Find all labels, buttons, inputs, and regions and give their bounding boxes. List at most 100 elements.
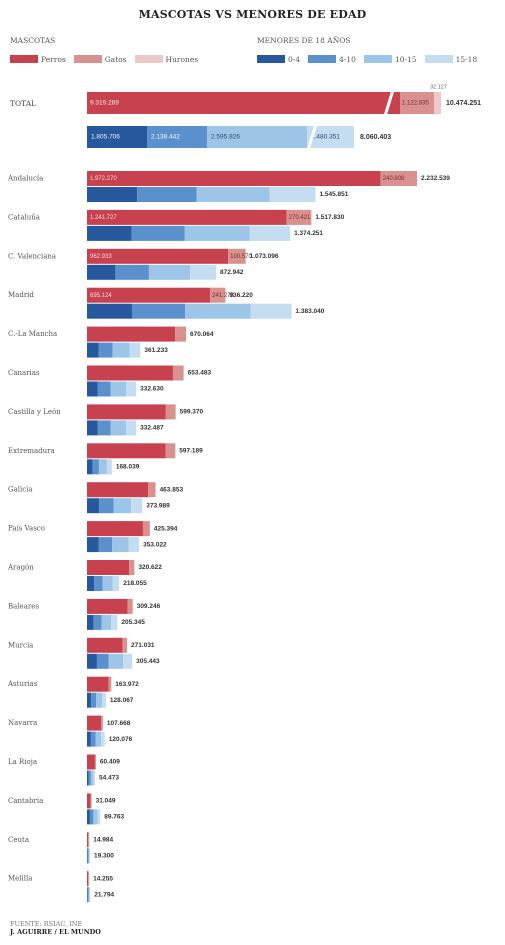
legend-label-gatos: Gatos xyxy=(104,54,127,64)
bar-15-18-canarias xyxy=(126,381,137,397)
row-label-cataluna: Cataluña xyxy=(8,213,40,221)
bar-4-10-ceuta xyxy=(87,848,89,864)
bar-4-10-pais-vasco xyxy=(98,537,113,553)
bar-gatos-andalucia xyxy=(380,171,417,186)
legend-swatch-10-15 xyxy=(363,55,392,63)
bar-4-10-aragon xyxy=(94,576,103,591)
legend-swatch-4-10 xyxy=(308,55,337,63)
bar-perros-canarias xyxy=(87,365,173,381)
value-pets-asturias: 163.972 xyxy=(115,681,139,688)
legend-item-gatos: Gatos xyxy=(73,54,127,64)
value-perros-madrid: 695.124 xyxy=(90,293,112,299)
bar-10-15-navarra xyxy=(95,731,102,747)
value-total-minors: 8.060.403 xyxy=(360,134,391,141)
legend-label-15-18: 15-18 xyxy=(455,54,478,64)
bar-perros-galicia xyxy=(87,482,149,498)
value-minors-murcia: 305.443 xyxy=(136,658,160,665)
bar-10-15-melilla xyxy=(88,887,90,903)
legend-item-hurones: Hurones xyxy=(134,54,199,64)
bar-gatos-extremadura xyxy=(165,443,176,459)
bar-gatos-c-la-mancha xyxy=(175,326,187,342)
value-pets-madrid: 936.220 xyxy=(229,292,253,299)
row-label-galicia: Galicia xyxy=(8,486,33,494)
legend-item-4-10: 4-10 xyxy=(308,55,356,64)
bar-0-4-asturias xyxy=(87,692,92,708)
value-minors-navarra: 120.076 xyxy=(109,736,133,743)
value-pets-baleares: 309.246 xyxy=(137,603,161,610)
bar-perros-madrid xyxy=(87,287,211,303)
value-total-perros: 9.319.289 xyxy=(90,100,119,107)
bar-4-10-extremadura xyxy=(92,459,99,475)
legend-item-0-4: 0-4 xyxy=(257,55,300,64)
legend-label-4-10: 4-10 xyxy=(339,54,356,64)
bar-4-10-melilla xyxy=(87,887,89,903)
value-minors-galicia: 373.989 xyxy=(146,502,170,509)
value-minors-aragon: 218.055 xyxy=(123,580,147,587)
value-minors-c-la-mancha: 361.233 xyxy=(144,347,168,354)
bar-10-15-aragon xyxy=(102,576,113,591)
row-label-navarra: Navarra xyxy=(8,719,37,727)
bar-0-4-c-valenciana xyxy=(87,264,116,280)
legend-item-10-15: 10-15 xyxy=(363,55,417,64)
bar-15-18-ceuta xyxy=(89,848,90,864)
bar-15-18-extremadura xyxy=(106,459,112,475)
value-minors-cantabria: 89.763 xyxy=(104,814,124,821)
value-pets-murcia: 271.031 xyxy=(131,642,155,649)
bar-0-4-melilla xyxy=(87,887,88,903)
row-label-total: TOTAL xyxy=(10,99,36,108)
value-pets-melilla: 14.255 xyxy=(93,875,113,882)
legend-swatch-gatos xyxy=(73,55,102,63)
source-note: FUENTE: RSIAC, INE xyxy=(10,920,83,928)
bar-0-4-castilla-y-leon xyxy=(87,420,98,436)
bar-perros-aragon xyxy=(87,560,130,575)
legend-label-perros: Perros xyxy=(41,54,66,64)
bar-4-10-andalucia xyxy=(137,187,197,202)
value-pets-c-valenciana: 1.073.096 xyxy=(250,253,279,260)
chart-title: MASCOTAS VS MENORES DE EDAD xyxy=(138,8,367,21)
value-minors-melilla: 21.794 xyxy=(94,891,114,898)
row-label-extremadura: Extremadura xyxy=(8,447,55,455)
value-pets-ceuta: 14.984 xyxy=(93,837,113,844)
legend-item-15-18: 15-18 xyxy=(424,54,478,64)
row-label-asturias: Asturias xyxy=(7,680,38,688)
value-total-gatos: 1.122.835 xyxy=(402,101,429,107)
bar-0-4-pais-vasco xyxy=(87,537,99,553)
value-total-15-18: 1.480.351 xyxy=(311,134,340,141)
legend-swatch-hurones xyxy=(134,55,163,63)
bar-10-15-baleares xyxy=(101,614,112,630)
value-total-hurones: 32.127 xyxy=(430,84,447,90)
bar-10-15-cataluna xyxy=(184,225,250,241)
bar-0-4-c-la-mancha xyxy=(87,342,99,358)
value-pets-c-la-mancha: 670.064 xyxy=(190,331,214,338)
value-minors-ceuta: 19.300 xyxy=(94,853,114,860)
bar-total-perros xyxy=(87,92,400,114)
row-label-pais-vasco: País Vasco xyxy=(8,525,45,533)
bar-15-18-melilla xyxy=(89,887,91,903)
row-label-madrid: Madrid xyxy=(8,291,34,299)
bar-gatos-navarra xyxy=(101,715,103,731)
bar-15-18-galicia xyxy=(131,498,143,514)
row-label-castilla-y-leon: Castilla y León xyxy=(8,408,61,416)
bar-10-15-extremadura xyxy=(98,459,107,475)
bar-perros-pais-vasco xyxy=(87,521,143,537)
bar-gatos-castilla-y-leon xyxy=(165,404,176,420)
bar-10-15-la-rioja xyxy=(90,770,94,786)
value-minors-baleares: 205.345 xyxy=(121,619,145,626)
bar-15-18-baleares xyxy=(111,614,118,630)
bar-10-15-canarias xyxy=(110,381,127,397)
row-label-cantabria: Cantabria xyxy=(8,797,43,805)
row-label-canarias: Canarias xyxy=(8,369,40,377)
bar-perros-andalucia xyxy=(87,171,381,186)
value-minors-cataluna: 1.374.251 xyxy=(294,230,323,237)
bar-0-4-navarra xyxy=(87,731,91,747)
value-minors-c-valenciana: 872.942 xyxy=(220,269,244,276)
legend-label-hurones: Hurones xyxy=(165,54,199,64)
bar-gatos-pais-vasco xyxy=(142,521,150,537)
value-pets-castilla-y-leon: 599.370 xyxy=(180,409,204,416)
bar-gatos-c-valenciana xyxy=(228,248,246,264)
value-pets-cantabria: 31.049 xyxy=(96,798,116,805)
bar-15-18-andalucia xyxy=(269,187,316,202)
bar-gatos-murcia xyxy=(122,637,128,653)
value-minors-pais-vasco: 353.022 xyxy=(143,541,167,548)
value-minors-asturias: 128.067 xyxy=(110,697,134,704)
